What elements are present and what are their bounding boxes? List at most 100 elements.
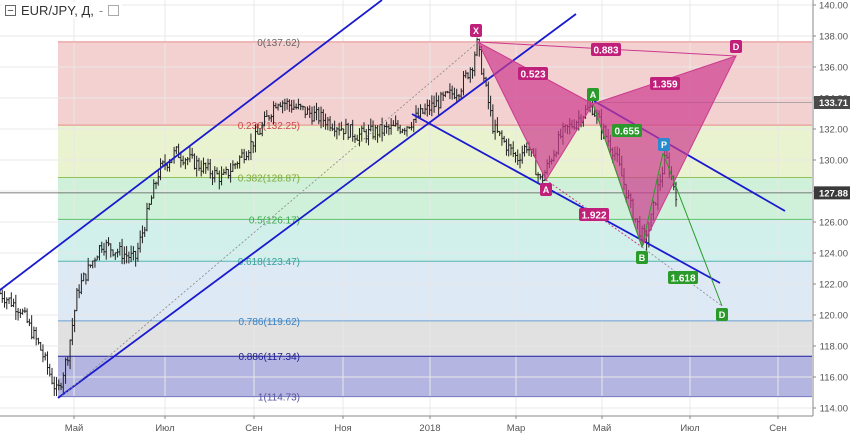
candle — [127, 251, 131, 264]
abcd-cd-line — [662, 152, 723, 307]
point-marker-d-8: D — [716, 308, 728, 321]
candle — [145, 202, 149, 232]
candle — [233, 162, 237, 170]
fib-label-4: 0.618(123.47) — [238, 257, 300, 268]
pattern-ac-line — [545, 179, 643, 248]
candle — [450, 85, 454, 100]
fib-zone-4 — [58, 261, 812, 321]
candle — [16, 307, 20, 321]
candle — [229, 163, 232, 183]
candle — [148, 202, 151, 211]
fib-label-1: 0.236(132.25) — [238, 121, 300, 132]
point-marker-d-4: D — [730, 40, 742, 53]
candle — [487, 81, 490, 110]
candle — [441, 91, 445, 101]
price-axis-bg — [813, 0, 850, 434]
point-marker-label: A — [590, 90, 597, 100]
dotted-trend-line — [61, 41, 479, 397]
candle — [319, 106, 323, 129]
point-marker-b-2: B — [636, 251, 648, 264]
candle — [410, 122, 413, 131]
candle — [536, 172, 540, 183]
candle — [358, 128, 361, 147]
candle — [102, 242, 106, 256]
fib-zone-1 — [58, 125, 812, 178]
candle — [188, 146, 192, 163]
fib-zone-5 — [58, 320, 812, 357]
candle — [202, 157, 205, 174]
candle — [292, 99, 296, 110]
candle — [129, 245, 133, 263]
candle — [252, 141, 255, 154]
x-tick-label-5: Мар — [507, 423, 526, 434]
candle — [62, 372, 65, 393]
ratio-label-text: 0.655 — [614, 127, 639, 138]
point-marker-bg — [716, 308, 728, 321]
point-marker-bg — [540, 183, 552, 196]
candle — [337, 122, 341, 136]
candle — [507, 138, 510, 157]
candle — [304, 106, 307, 119]
candle — [310, 106, 314, 125]
candle — [116, 248, 119, 258]
candle — [297, 98, 300, 110]
candle — [493, 119, 497, 140]
candle — [482, 68, 486, 82]
settings-icon[interactable] — [108, 5, 120, 16]
candle — [109, 243, 112, 258]
candle — [285, 98, 289, 110]
point-marker-bg — [470, 24, 482, 37]
candle — [161, 160, 164, 167]
ratio-label-text: 1.922 — [581, 211, 606, 222]
price-label-bg-1 — [814, 186, 850, 200]
candle — [254, 124, 257, 153]
candle — [272, 101, 275, 125]
candle — [432, 95, 436, 113]
y-tick-label-11: 118.00 — [820, 342, 848, 353]
point-marker-label: A — [543, 185, 550, 195]
candle — [313, 105, 316, 122]
candle — [89, 264, 92, 268]
candle — [111, 249, 115, 257]
candle — [267, 115, 271, 121]
candle — [68, 339, 72, 370]
candle — [143, 226, 146, 237]
candle — [502, 135, 506, 143]
candle — [1, 289, 4, 303]
ratio-label-text: 0.523 — [520, 70, 545, 81]
ratio-label-1: 0.883 — [591, 43, 621, 57]
candle — [473, 51, 476, 77]
candle — [435, 92, 438, 108]
candle — [346, 122, 350, 140]
price-label-1: 127.88 — [819, 188, 848, 199]
candle — [439, 91, 443, 109]
candle — [179, 151, 183, 168]
fib-zone-2 — [58, 177, 812, 220]
candle — [385, 121, 388, 134]
ratio-label-bg — [650, 77, 680, 90]
candle — [464, 70, 467, 79]
candle — [73, 309, 76, 333]
candle — [328, 116, 332, 132]
fib-label-7: 1(114.73) — [258, 393, 300, 404]
ratio-label-2: 1.359 — [650, 77, 680, 91]
candle — [523, 144, 526, 157]
candle — [123, 246, 126, 265]
candle — [301, 105, 305, 111]
candle — [193, 153, 196, 170]
candle — [498, 130, 501, 137]
candle — [387, 124, 391, 136]
candle — [84, 273, 88, 285]
point-marker-bg — [658, 138, 670, 151]
candle — [55, 377, 58, 397]
ratio-label-4: 0.655 — [612, 124, 642, 138]
candle — [308, 105, 311, 118]
candle — [247, 150, 250, 161]
point-marker-b-6: B — [636, 251, 648, 264]
candle — [177, 143, 180, 159]
candle — [249, 133, 253, 161]
collapse-button[interactable]: − — [5, 5, 16, 17]
candle — [335, 126, 339, 140]
